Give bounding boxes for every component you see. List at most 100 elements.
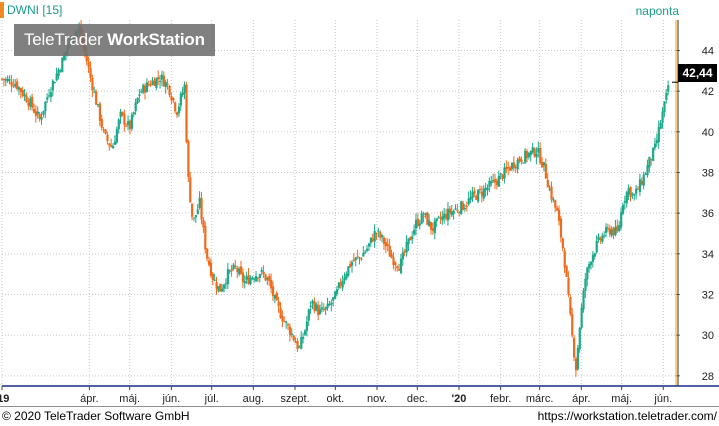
y-tick-label: 38	[702, 168, 714, 180]
candle-body	[465, 205, 468, 207]
candle-body	[106, 134, 109, 141]
candle-body	[482, 188, 485, 199]
candle-body	[559, 218, 563, 238]
candle-body	[230, 269, 233, 272]
candle-body	[605, 226, 608, 234]
candle-body	[546, 179, 549, 188]
candle-body	[501, 174, 504, 179]
symbol-marker	[0, 2, 4, 18]
candle-body	[494, 179, 497, 183]
candle-body	[556, 207, 559, 211]
candle-body	[631, 193, 634, 195]
candle-body	[149, 84, 152, 86]
candle-body	[388, 245, 391, 257]
candle-body	[85, 53, 88, 62]
candle-body	[123, 113, 126, 125]
candle-body	[172, 97, 175, 101]
candle-body	[324, 307, 327, 310]
candle-body	[307, 309, 310, 321]
candle-body	[292, 335, 295, 341]
candle-body	[667, 85, 670, 92]
candle-body	[650, 158, 653, 161]
candle-body	[520, 159, 523, 162]
candle-body	[591, 254, 595, 262]
candle-body	[29, 98, 32, 107]
candle-body	[140, 91, 143, 93]
copyright-text: © 2020 TeleTrader Software GmbH	[2, 409, 190, 423]
x-tick-label: máj.	[119, 393, 140, 405]
candle-body	[113, 141, 117, 145]
candle-body	[518, 157, 521, 162]
candle-body	[665, 93, 668, 100]
candle-body	[249, 277, 252, 285]
candle-body	[439, 217, 442, 219]
candle-body	[424, 213, 427, 216]
candle-body	[652, 147, 655, 161]
candle-body	[198, 197, 201, 208]
candle-body	[574, 358, 578, 371]
candle-body	[589, 261, 593, 265]
candle-body	[578, 327, 581, 350]
candle-body	[407, 238, 410, 245]
candle-body	[157, 77, 160, 80]
candle-body	[14, 83, 17, 87]
candle-body	[315, 304, 318, 311]
candle-body	[281, 316, 284, 322]
candle-body	[414, 219, 418, 229]
candle-body	[471, 191, 474, 198]
candle-body	[352, 259, 356, 261]
candle-body	[584, 278, 587, 291]
candle-body	[542, 162, 546, 166]
candle-body	[326, 303, 329, 308]
y-tick-label: 42	[702, 86, 714, 98]
candle-body	[382, 237, 386, 244]
candle-body	[16, 81, 19, 89]
candle-body	[473, 190, 476, 194]
candle-body	[512, 162, 516, 169]
candle-body	[541, 161, 544, 168]
candle-body	[477, 189, 480, 202]
candle-body	[401, 252, 404, 260]
candle-body	[405, 241, 408, 253]
candle-body	[322, 309, 325, 311]
watermark-prefix: TeleTrader	[24, 30, 108, 49]
candle-body	[640, 180, 643, 185]
candle-body	[399, 258, 403, 273]
candle-body	[426, 212, 429, 225]
candle-body	[462, 202, 465, 210]
candle-body	[492, 179, 495, 182]
candle-body	[57, 69, 60, 76]
candle-body	[441, 216, 444, 221]
symbol-label[interactable]: DWNI [15]	[7, 3, 63, 17]
candle-body	[53, 82, 56, 84]
candle-body	[544, 163, 548, 179]
y-tick-label: 40	[702, 127, 714, 139]
candle-body	[21, 90, 24, 96]
candle-body	[610, 229, 613, 236]
candle-body	[603, 235, 606, 237]
candle-body	[36, 111, 39, 114]
candle-body	[475, 195, 478, 200]
x-tick-label: aug.	[243, 393, 264, 405]
candle-body	[495, 180, 499, 186]
candle-body	[290, 333, 293, 336]
candle-body	[527, 153, 531, 158]
candle-body	[10, 81, 13, 86]
source-url[interactable]: https://workstation.teletrader.com/	[537, 409, 717, 423]
candle-body	[270, 279, 273, 289]
candle-body	[411, 236, 414, 240]
candle-body	[460, 201, 463, 215]
candle-body	[187, 140, 190, 177]
candle-body	[535, 153, 538, 158]
period-label[interactable]: naponta	[635, 4, 679, 18]
candle-body	[19, 88, 23, 93]
candle-body	[416, 218, 420, 227]
candle-body	[448, 208, 452, 214]
candle-body	[488, 180, 491, 188]
candle-body	[251, 277, 254, 280]
candle-body	[573, 337, 576, 358]
candle-body	[138, 94, 141, 96]
candle-body	[450, 211, 453, 216]
candle-body	[334, 291, 337, 299]
